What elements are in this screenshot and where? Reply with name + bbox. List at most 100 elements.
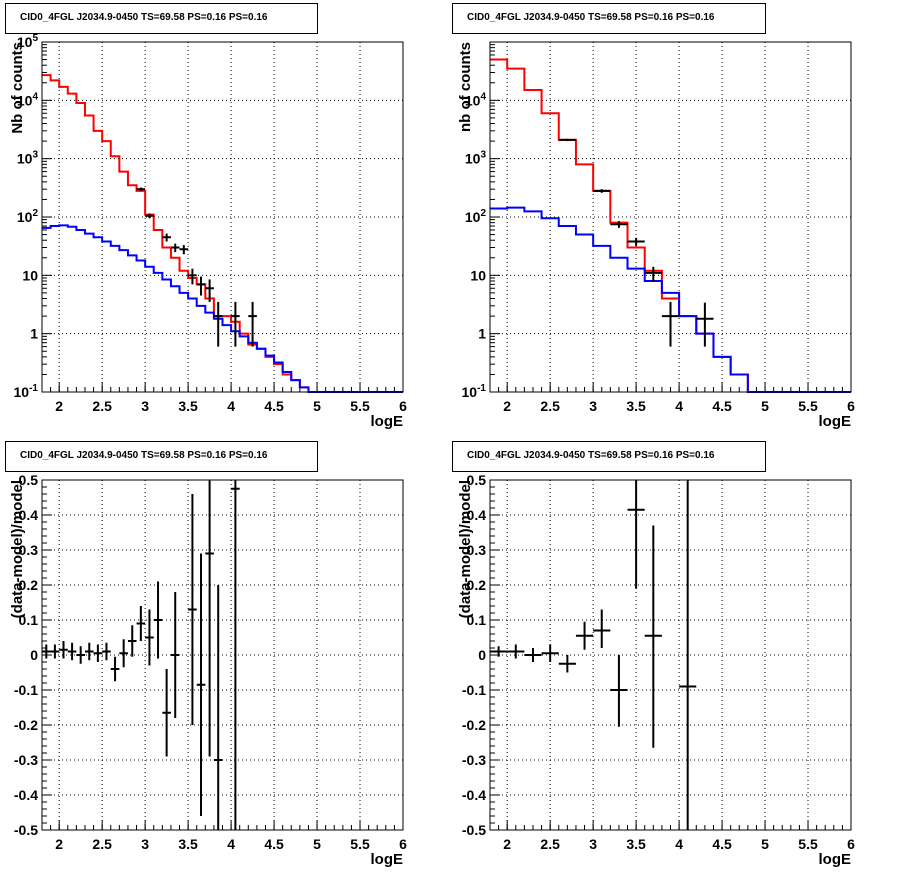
- data-point: [188, 494, 197, 725]
- data-point: [507, 644, 525, 659]
- y-tick-label: 0: [478, 647, 486, 663]
- data-point: [205, 279, 214, 302]
- x-tick-label: 2.5: [540, 398, 560, 414]
- x-tick-label: 4: [227, 836, 235, 852]
- x-tick-label: 4.5: [264, 398, 284, 414]
- data-point: [696, 302, 714, 347]
- y-tick-label: -0.1: [462, 682, 486, 698]
- x-tick-label: 4.5: [712, 398, 732, 414]
- data-point: [524, 648, 542, 662]
- y-tick-label: -0.5: [14, 822, 38, 838]
- y-tick-label: 0.5: [467, 472, 487, 488]
- data-point: [162, 233, 171, 242]
- x-axis-label: logE: [819, 851, 852, 868]
- x-tick-label: 4: [675, 398, 683, 414]
- y-tick-label: 104: [17, 91, 39, 108]
- y-tick-label: 0.4: [467, 507, 487, 523]
- y-tick-label: -0.5: [462, 822, 486, 838]
- panel-title-bottom-right: CID0_4FGL J2034.9-0450 TS=69.58 PS=0.16 …: [452, 441, 766, 472]
- x-tick-label: 2.5: [92, 836, 112, 852]
- data-point: [575, 621, 594, 650]
- y-axis-label: nb of counts: [457, 42, 474, 132]
- y-axis-label: (data-model)/model: [9, 480, 26, 618]
- x-tick-label: 5.5: [798, 398, 818, 414]
- data-point: [67, 642, 77, 661]
- data-point: [136, 187, 146, 191]
- x-tick-label: 5: [761, 836, 769, 852]
- y-tick-label: 10-1: [14, 383, 39, 400]
- data-point: [593, 189, 611, 193]
- chart-panel-0: 2 2.5 3 3.5 4 4.5 5 5.5 6 10-1 1 10 102 103 104 105 logE…: [9, 33, 407, 430]
- data-point: [558, 138, 576, 142]
- data-point: [205, 480, 214, 757]
- y-tick-label: 0.4: [19, 507, 39, 523]
- data-point: [196, 276, 206, 296]
- plot-frame: [41, 41, 404, 393]
- x-tick-label: 5: [761, 398, 769, 414]
- data-point: [610, 221, 628, 228]
- chart-panel-1: 2 2.5 3 3.5 4 4.5 5 5.5 6 10-1 1 10 102 103 104 logE nb …: [457, 41, 855, 430]
- x-tick-label: 3.5: [178, 836, 198, 852]
- y-axis-label: (data-model)/model: [457, 480, 474, 618]
- plot-frame: [489, 41, 852, 393]
- data-point: [162, 669, 171, 757]
- data-point: [558, 655, 576, 673]
- data-point: [213, 585, 223, 830]
- x-tick-label: 3: [141, 398, 149, 414]
- x-tick-label: 2: [503, 836, 511, 852]
- y-axis-label: Nb of counts: [9, 42, 26, 134]
- y-tick-label: 0.3: [19, 542, 39, 558]
- data-point: [170, 592, 180, 718]
- x-tick-label: 3.5: [178, 398, 198, 414]
- data-point: [231, 480, 240, 830]
- data-point: [102, 642, 111, 661]
- x-tick-label: 5.5: [350, 398, 370, 414]
- data-point: [644, 266, 662, 281]
- y-tick-label: 0.3: [467, 542, 487, 558]
- data-point: [119, 639, 128, 668]
- y-tick-label: 0: [30, 647, 38, 663]
- data-point: [196, 553, 206, 816]
- data-point: [231, 301, 240, 347]
- x-tick-label: 2: [503, 398, 511, 414]
- x-tick-label: 6: [399, 836, 407, 852]
- x-tick-label: 2.5: [92, 398, 112, 414]
- x-tick-label: 2: [55, 398, 63, 414]
- x-tick-label: 3.5: [626, 836, 646, 852]
- x-tick-label: 5: [313, 398, 321, 414]
- data-point: [59, 641, 68, 659]
- data-point: [593, 609, 611, 648]
- data-point: [50, 644, 60, 659]
- data-point: [627, 480, 645, 589]
- panel-title-bottom-left: CID0_4FGL J2034.9-0450 TS=69.58 PS=0.16 …: [5, 441, 318, 472]
- data-point: [627, 237, 645, 246]
- x-tick-label: 3: [589, 398, 597, 414]
- data-point: [188, 268, 197, 285]
- x-tick-label: 6: [399, 398, 407, 414]
- y-tick-label: 0.1: [19, 612, 39, 628]
- x-tick-label: 4.5: [712, 836, 732, 852]
- data-point: [644, 525, 662, 748]
- y-tick-label: -0.3: [14, 752, 38, 768]
- y-tick-label: 10-1: [462, 383, 487, 400]
- y-tick-label: 105: [17, 33, 39, 50]
- y-tick-label: 102: [465, 208, 487, 225]
- y-tick-label: 0.1: [467, 612, 487, 628]
- data-point: [76, 646, 85, 664]
- y-tick-label: 10: [470, 267, 486, 283]
- x-tick-label: 4.5: [264, 836, 284, 852]
- data-point: [679, 480, 697, 830]
- x-tick-label: 3.5: [626, 398, 646, 414]
- data-point: [179, 245, 189, 255]
- data-point: [84, 642, 94, 661]
- data-point: [213, 301, 223, 347]
- y-tick-label: -0.3: [462, 752, 486, 768]
- plot-frame: [489, 479, 852, 831]
- x-tick-label: 2: [55, 836, 63, 852]
- data-point: [610, 655, 628, 727]
- y-tick-label: -0.4: [14, 787, 38, 803]
- data-point: [136, 606, 146, 641]
- x-tick-label: 5.5: [350, 836, 370, 852]
- x-tick-label: 6: [847, 398, 855, 414]
